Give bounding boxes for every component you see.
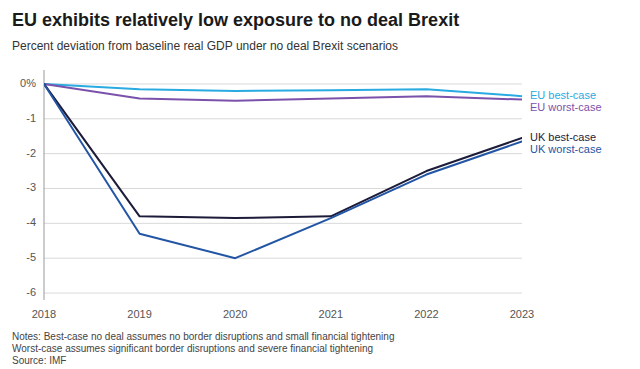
y-tick-label: 0% (20, 77, 36, 89)
x-tick-label: 2023 (510, 308, 534, 320)
series-label: UK worst-case (530, 143, 602, 155)
y-axis-line (44, 70, 45, 300)
series-label: EU worst-case (530, 101, 602, 113)
x-tick-label: 2022 (414, 308, 438, 320)
chart: EU exhibits relatively low exposure to n… (0, 0, 640, 369)
notes-line: Notes: Best-case no deal assumes no bord… (12, 331, 394, 342)
grid-line (44, 153, 522, 154)
y-tick-label: -2 (26, 147, 36, 159)
y-tick-label: -3 (26, 181, 36, 193)
notes-line: Worst-case assumes significant border di… (12, 343, 373, 354)
x-tick-label: 2019 (127, 308, 151, 320)
title: EU exhibits relatively low exposure to n… (12, 10, 459, 30)
series-label: EU best-case (530, 89, 596, 101)
y-tick-label: -4 (26, 216, 36, 228)
grid-line (44, 188, 522, 189)
grid-line (44, 118, 522, 119)
lines (44, 84, 522, 258)
grid-line (44, 258, 522, 259)
y-tick-label: -6 (26, 286, 36, 298)
x-tick-label: 2021 (319, 308, 343, 320)
series-line (44, 84, 522, 101)
notes: Notes: Best-case no deal assumes no bord… (12, 331, 394, 366)
grid-line (44, 223, 522, 224)
x-tick-label: 2020 (223, 308, 247, 320)
y-tick-label: -1 (26, 112, 36, 124)
y-tick-label: -5 (26, 251, 36, 263)
grid-line (44, 293, 522, 294)
x-tick-label: 2018 (32, 308, 56, 320)
subtitle: Percent deviation from baseline real GDP… (12, 39, 398, 53)
notes-line: Source: IMF (12, 355, 66, 366)
grid-line (44, 83, 522, 84)
series-line (44, 84, 522, 258)
series-label: UK best-case (530, 131, 596, 143)
